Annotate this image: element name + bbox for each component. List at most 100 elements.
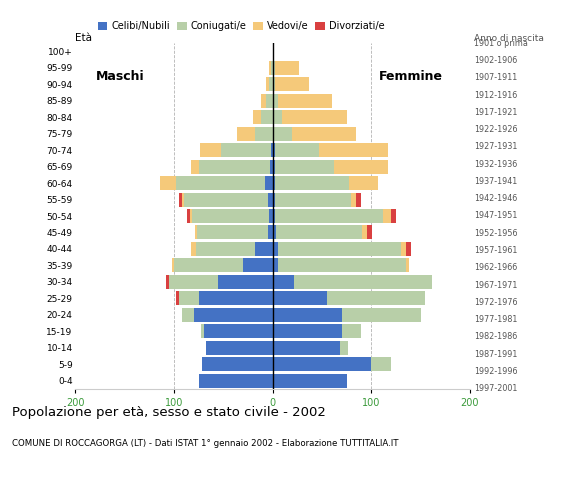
Bar [270, 160, 273, 174]
Text: 1932-1936: 1932-1936 [474, 160, 517, 168]
Bar [273, 61, 274, 75]
Bar [176, 291, 179, 305]
Bar [191, 242, 195, 256]
Legend: Celibi/Nubili, Coniugati/e, Vedovi/e, Divorziati/e: Celibi/Nubili, Coniugati/e, Vedovi/e, Di… [94, 17, 388, 35]
Bar [264, 176, 273, 190]
Text: 1992-1996: 1992-1996 [474, 367, 517, 376]
Bar [268, 226, 273, 240]
Bar [192, 209, 269, 223]
Bar [273, 160, 274, 174]
Text: 1952-1956: 1952-1956 [474, 229, 517, 238]
Bar [179, 192, 182, 206]
Bar [273, 258, 278, 272]
Bar [201, 324, 204, 338]
Bar [276, 226, 362, 240]
Bar [401, 242, 406, 256]
Bar [274, 209, 383, 223]
Text: 1967-1971: 1967-1971 [474, 281, 517, 289]
Text: Età: Età [75, 33, 92, 43]
Text: Popolazione per età, sesso e stato civile - 2002: Popolazione per età, sesso e stato civil… [12, 406, 325, 419]
Bar [278, 94, 332, 108]
Bar [205, 341, 273, 355]
Bar [282, 110, 347, 124]
Bar [273, 192, 274, 206]
Bar [160, 176, 176, 190]
Bar [274, 176, 349, 190]
Bar [273, 77, 274, 91]
Text: 1917-1921: 1917-1921 [474, 108, 517, 117]
Bar [340, 341, 347, 355]
Bar [274, 143, 319, 157]
Bar [273, 94, 278, 108]
Bar [222, 143, 271, 157]
Bar [273, 110, 282, 124]
Bar [406, 242, 411, 256]
Text: Femmine: Femmine [379, 70, 443, 83]
Bar [182, 308, 194, 322]
Text: 1987-1991: 1987-1991 [474, 350, 517, 359]
Text: 1942-1946: 1942-1946 [474, 194, 517, 203]
Bar [271, 61, 273, 75]
Text: Maschi: Maschi [96, 70, 144, 83]
Text: 1907-1911: 1907-1911 [474, 73, 517, 82]
Bar [182, 192, 184, 206]
Bar [273, 373, 347, 387]
Bar [194, 308, 273, 322]
Bar [237, 127, 255, 141]
Bar [169, 275, 219, 289]
Bar [342, 324, 361, 338]
Bar [273, 242, 278, 256]
Bar [198, 291, 273, 305]
Bar [261, 110, 273, 124]
Bar [172, 258, 174, 272]
Bar [278, 242, 401, 256]
Bar [278, 258, 406, 272]
Bar [219, 275, 273, 289]
Bar [204, 324, 273, 338]
Bar [261, 94, 266, 108]
Bar [187, 209, 190, 223]
Bar [269, 209, 273, 223]
Bar [334, 160, 388, 174]
Bar [243, 258, 273, 272]
Bar [273, 209, 274, 223]
Bar [371, 357, 391, 371]
Bar [327, 291, 426, 305]
Bar [273, 226, 275, 240]
Bar [195, 242, 255, 256]
Bar [273, 127, 292, 141]
Bar [356, 192, 361, 206]
Bar [342, 308, 420, 322]
Text: 1922-1926: 1922-1926 [474, 125, 517, 134]
Text: 1937-1941: 1937-1941 [474, 177, 517, 186]
Bar [294, 275, 432, 289]
Bar [268, 192, 273, 206]
Bar [383, 209, 391, 223]
Bar [274, 160, 333, 174]
Bar [255, 242, 273, 256]
Bar [266, 94, 273, 108]
Text: 1997-2001: 1997-2001 [474, 384, 517, 393]
Bar [184, 192, 268, 206]
Bar [176, 176, 264, 190]
Text: 1947-1951: 1947-1951 [474, 212, 517, 220]
Bar [266, 77, 269, 91]
Bar [319, 143, 388, 157]
Text: 1957-1961: 1957-1961 [474, 246, 517, 255]
Bar [255, 127, 273, 141]
Bar [274, 61, 299, 75]
Text: 1962-1966: 1962-1966 [474, 264, 517, 272]
Bar [197, 226, 268, 240]
Bar [362, 226, 367, 240]
Bar [269, 61, 271, 75]
Bar [200, 143, 222, 157]
Text: 1901 o prima: 1901 o prima [474, 39, 528, 48]
Bar [273, 275, 294, 289]
Bar [269, 77, 273, 91]
Bar [179, 291, 198, 305]
Bar [273, 357, 371, 371]
Bar [391, 209, 396, 223]
Text: 1982-1986: 1982-1986 [474, 333, 517, 341]
Bar [273, 143, 274, 157]
Bar [253, 110, 261, 124]
